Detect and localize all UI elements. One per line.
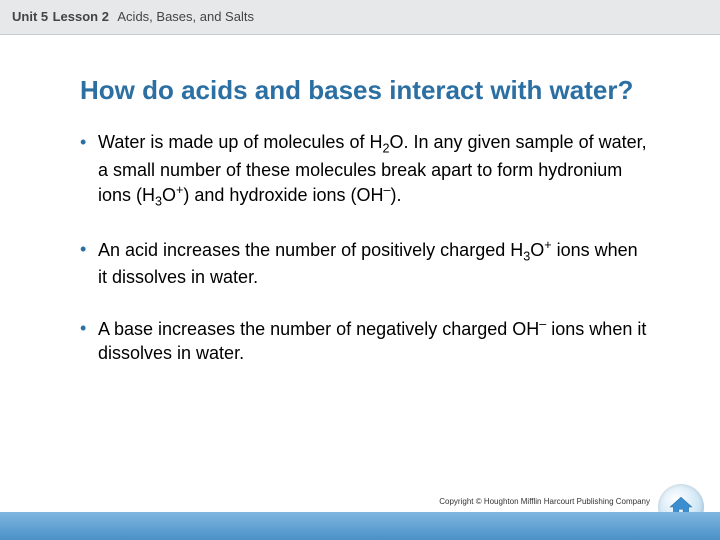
- footer-bar: [0, 512, 720, 540]
- slide: Unit 5 Lesson 2 Acids, Bases, and Salts …: [0, 0, 720, 540]
- lesson-label: Lesson 2: [53, 9, 109, 24]
- slide-header: Unit 5 Lesson 2 Acids, Bases, and Salts: [0, 0, 720, 35]
- topic-label: Acids, Bases, and Salts: [117, 9, 254, 24]
- list-item: An acid increases the number of positive…: [80, 237, 650, 290]
- slide-content: How do acids and bases interact with wat…: [0, 35, 720, 365]
- list-item: A base increases the number of negativel…: [80, 316, 650, 366]
- copyright-text: Copyright © Houghton Mifflin Harcourt Pu…: [439, 497, 650, 506]
- slide-title: How do acids and bases interact with wat…: [80, 75, 650, 106]
- list-item: Water is made up of molecules of H2O. In…: [80, 130, 650, 210]
- bullet-list: Water is made up of molecules of H2O. In…: [80, 130, 650, 365]
- unit-label: Unit 5: [12, 9, 48, 24]
